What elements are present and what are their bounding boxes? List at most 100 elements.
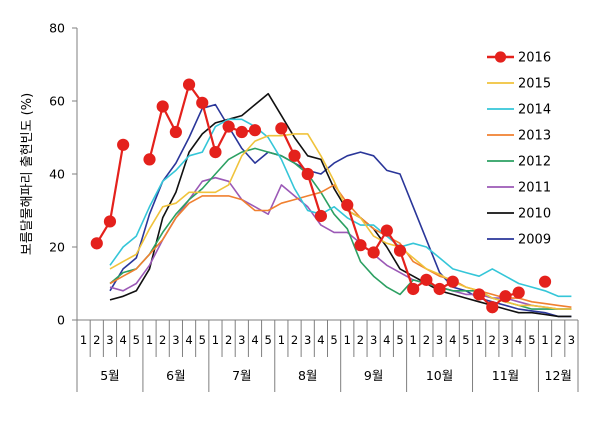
x-week-label: 2 [489,333,496,347]
x-week-label: 2 [159,333,166,347]
legend-label-2014: 2014 [518,103,551,118]
legend-label-2012: 2012 [518,155,551,170]
x-week-label: 4 [449,333,456,347]
data-point-2016 [380,224,393,237]
y-tick-label: 40 [49,167,65,182]
legend: 2016 2015 2014 2013 2012 2011 2010 2009 [487,51,551,248]
data-point-2016 [169,125,182,139]
x-week-label: 5 [133,333,140,347]
x-week-label: 4 [119,333,126,347]
x-week-label: 2 [423,333,430,347]
data-point-2016 [486,301,499,314]
x-week-label: 2 [357,333,364,347]
data-point-2016 [538,275,552,288]
data-point-2016 [248,124,262,137]
data-point-2016 [393,244,407,257]
legend-label-2013: 2013 [518,129,551,144]
data-point-2016 [275,122,288,135]
x-week-label: 4 [383,333,390,347]
y-tick-label: 20 [49,240,65,255]
data-point-2016 [209,146,222,159]
series-line-2015 [109,133,572,310]
x-week-label: 2 [93,333,100,347]
x-month-label: 10월 [426,368,453,383]
x-week-label: 3 [304,333,311,347]
data-point-2016 [117,138,130,151]
data-point-2016 [499,290,512,303]
x-week-label: 1 [541,333,548,347]
x-week-label: 3 [172,333,179,347]
x-week-label: 3 [106,333,113,347]
x-week-label: 5 [199,333,206,347]
x-week-label: 1 [278,333,285,347]
y-axis-label: 보름달물해파리 출현빈도 (%) [20,93,35,255]
data-point-2016 [314,209,328,223]
legend-label-2011: 2011 [518,181,551,196]
data-point-2016 [301,167,314,181]
x-month-label: 11월 [492,368,519,383]
legend-marker-2016 [494,51,507,63]
x-week-label: 4 [251,333,258,347]
legend-label-2009: 2009 [518,233,551,248]
x-week-label: 4 [317,333,324,347]
x-week-label: 5 [528,333,535,347]
y-tick-label: 60 [49,94,65,109]
data-point-2016 [143,153,156,166]
x-week-label: 3 [502,333,509,347]
y-axis-ticks: 0 20 40 60 80 [49,21,77,328]
x-week-label: 3 [436,333,443,347]
legend-label-2015: 2015 [518,77,551,92]
data-point-2016 [288,149,301,162]
x-month-label: 12월 [545,368,572,383]
legend-label-2016: 2016 [518,51,551,66]
data-point-2016 [420,273,433,286]
x-axis-categories: 1 2 3 4 5 1 2 3 4 5 1 2 3 4 5 1 2 3 4 5 1 2 3 4 5 1 2 3 4 5 1 2 3 4 5 1 2 35월… [76,320,579,392]
plot-area [90,78,572,318]
data-point-2016 [182,78,196,91]
x-week-label: 3 [370,333,377,347]
data-point-2016 [235,125,248,139]
data-point-2016 [90,237,103,250]
data-point-2016 [367,246,380,259]
data-point-2016 [512,286,525,299]
data-point-2016 [407,282,420,296]
x-month-label: 9월 [364,368,383,383]
x-week-label: 3 [238,333,245,347]
x-week-label: 1 [212,333,219,347]
x-month-label: 6월 [166,368,185,383]
series-line-2012 [109,147,572,310]
data-point-2016 [446,275,459,288]
x-week-label: 3 [568,333,575,347]
x-week-label: 5 [265,333,272,347]
data-point-2016 [222,120,235,133]
data-point-2016 [473,288,486,301]
x-week-label: 4 [185,333,192,347]
x-week-label: 1 [344,333,351,347]
data-point-2016 [103,215,117,228]
x-month-label: 7월 [232,368,251,383]
x-week-label: 5 [330,333,337,347]
y-tick-label: 80 [49,21,65,36]
data-point-2016 [156,100,169,113]
data-point-2016 [341,198,354,212]
x-week-label: 4 [515,333,522,347]
x-week-label: 2 [555,333,562,347]
series-line-2016 [97,85,545,308]
x-week-label: 1 [146,333,153,347]
x-week-label: 2 [291,333,298,347]
series-line-2013 [109,184,572,308]
data-point-2016 [354,239,367,252]
x-week-label: 1 [475,333,482,347]
y-tick-label: 0 [57,313,65,328]
data-point-2016 [433,282,446,296]
x-week-label: 2 [225,333,232,347]
x-week-label: 1 [80,333,87,347]
series-line-2014 [109,118,572,298]
data-point-2016 [196,96,209,109]
x-month-label: 5월 [100,368,119,383]
x-week-label: 1 [410,333,417,347]
x-week-label: 5 [396,333,403,347]
legend-label-2010: 2010 [518,207,551,222]
x-week-label: 5 [462,333,469,347]
